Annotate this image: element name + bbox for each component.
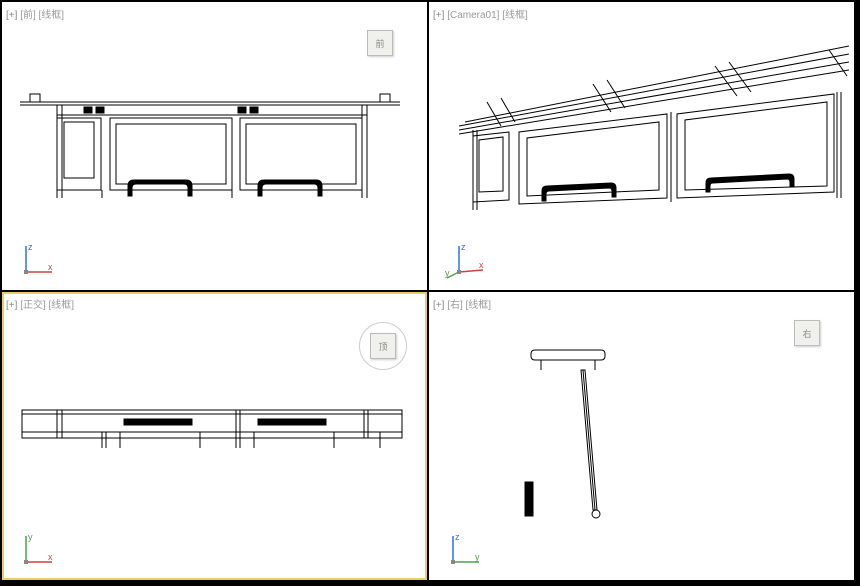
- viewport-label[interactable]: [+] [Camera01] [线框]: [433, 6, 528, 21]
- axis-x-label: x: [479, 260, 484, 270]
- label-mode[interactable]: [线框]: [466, 300, 492, 311]
- viewport-front[interactable]: [+] [前] [线框] 前: [2, 2, 427, 290]
- viewcube-face[interactable]: 顶: [370, 333, 396, 359]
- label-mode[interactable]: [线框]: [502, 10, 528, 21]
- axis-y-label: y: [475, 552, 480, 562]
- viewport-content-front: [2, 2, 427, 290]
- label-plus[interactable]: [+]: [433, 10, 444, 21]
- axis-x-label: x: [48, 552, 53, 562]
- axis-y-label: y: [445, 268, 450, 278]
- label-mode[interactable]: [线框]: [49, 300, 75, 311]
- viewport-label[interactable]: [+] [前] [线框]: [6, 6, 64, 21]
- viewport-content-right: [429, 292, 854, 580]
- viewport-camera[interactable]: [+] [Camera01] [线框]: [429, 2, 854, 290]
- viewport-right[interactable]: [+] [右] [线框] 右: [429, 292, 854, 580]
- viewport-top[interactable]: [+] [正交] [线框] 顶: [2, 292, 427, 580]
- axis-gizmo: z y: [445, 530, 485, 570]
- viewcube[interactable]: 前: [367, 30, 403, 66]
- axis-z-label: z: [28, 242, 33, 252]
- viewport-label[interactable]: [+] [右] [线框]: [433, 296, 491, 311]
- viewcube[interactable]: 顶: [357, 320, 409, 372]
- axis-gizmo: y x: [18, 530, 58, 570]
- label-mode[interactable]: [线框]: [39, 10, 65, 21]
- label-plus[interactable]: [+]: [6, 10, 17, 21]
- label-plus[interactable]: [+]: [433, 300, 444, 311]
- axis-z-label: z: [461, 242, 466, 252]
- viewcube-face[interactable]: 右: [794, 320, 820, 346]
- viewcube[interactable]: 右: [794, 320, 830, 356]
- viewport-label[interactable]: [+] [正交] [线框]: [6, 296, 74, 311]
- axis-y-label: y: [28, 532, 33, 542]
- axis-gizmo: z x: [18, 240, 58, 280]
- viewport-content-camera: [429, 2, 854, 290]
- viewcube-face[interactable]: 前: [367, 30, 393, 56]
- axis-z-label: z: [455, 532, 460, 542]
- axis-x-label: x: [48, 262, 53, 272]
- label-plus[interactable]: [+]: [6, 300, 17, 311]
- label-view[interactable]: [前]: [20, 10, 36, 21]
- axis-gizmo: z x y: [445, 240, 485, 280]
- label-view[interactable]: [Camera01]: [447, 10, 499, 21]
- label-view[interactable]: [右]: [447, 300, 463, 311]
- label-view[interactable]: [正交]: [20, 300, 46, 311]
- viewport-grid: [+] [前] [线框] 前: [0, 0, 856, 582]
